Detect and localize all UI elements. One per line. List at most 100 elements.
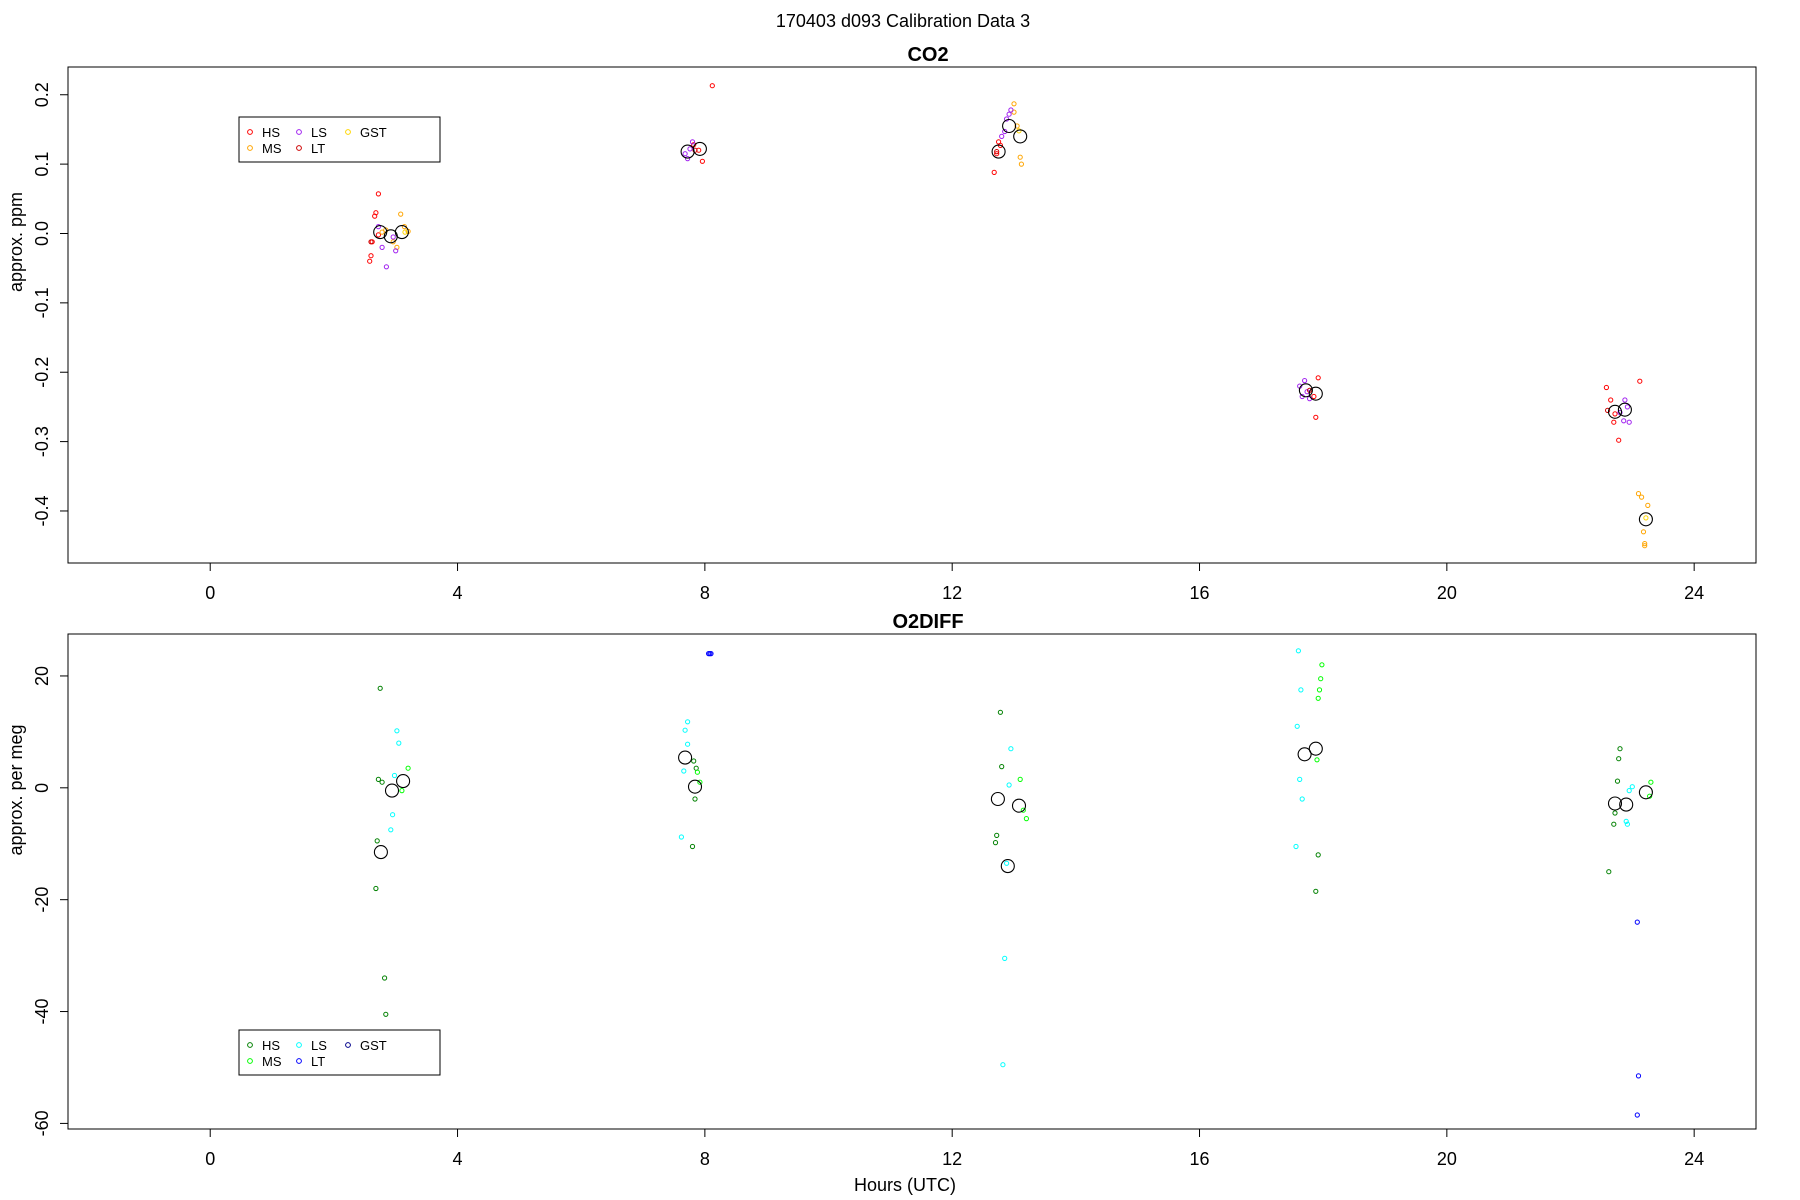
mean-point (1308, 741, 1323, 756)
data-point (1611, 821, 1617, 827)
data-point (401, 224, 407, 230)
series-lt (706, 651, 1642, 1118)
series-mean (373, 741, 1653, 874)
data-point (388, 827, 394, 833)
mean-point (1607, 796, 1623, 811)
data-point (1315, 375, 1321, 381)
legend-box (238, 116, 441, 163)
data-point (1639, 494, 1645, 500)
data-point (1319, 662, 1325, 668)
data-point (396, 740, 402, 746)
data-point (1635, 1073, 1642, 1079)
legend-box (238, 1029, 441, 1076)
data-point (377, 685, 383, 691)
data-point (391, 772, 398, 779)
data-point (405, 765, 411, 771)
data-point (1614, 778, 1621, 784)
data-point (390, 239, 396, 245)
mean-point (1297, 747, 1312, 762)
data-point (1008, 107, 1014, 113)
x-tick-label: 24 (1684, 583, 1704, 603)
legend-marker (296, 1042, 302, 1048)
data-points (373, 648, 1654, 1118)
data-point (1605, 407, 1611, 413)
data-point (685, 719, 691, 725)
data-point (373, 885, 379, 892)
legend-entry-ls: LS (296, 125, 327, 140)
data-point (1635, 491, 1642, 497)
series-gst (402, 128, 1649, 521)
legend-marker (247, 145, 253, 151)
data-point (1603, 384, 1610, 391)
data-point (1637, 378, 1643, 384)
legend-label: MS (262, 141, 282, 156)
data-point (1612, 411, 1618, 417)
data-point (682, 151, 688, 157)
y-tick-label: 0.1 (32, 152, 52, 177)
data-point (997, 709, 1004, 715)
legend-entry-ls: LS (296, 1038, 327, 1053)
data-point (1293, 843, 1299, 850)
data-point (1642, 541, 1648, 547)
data-point (1018, 161, 1025, 167)
data-point (402, 229, 408, 235)
data-point (1314, 757, 1320, 763)
data-point (383, 264, 389, 270)
mean-point (1619, 797, 1634, 812)
data-point (1316, 687, 1323, 693)
mean-point (678, 750, 693, 765)
data-point (390, 234, 396, 240)
mean-point (1617, 402, 1632, 417)
data-point (1313, 888, 1319, 894)
series-lt (368, 147, 1611, 413)
data-point (692, 796, 698, 802)
data-point (1006, 111, 1012, 117)
data-point (709, 83, 715, 89)
legend-marker (296, 145, 302, 151)
data-point (1616, 437, 1622, 443)
data-point (687, 146, 693, 152)
x-tick-label: 20 (1437, 583, 1457, 603)
y-tick-label: -0.4 (32, 495, 52, 526)
data-point (1004, 860, 1010, 866)
y-tick-label: 0.0 (32, 221, 52, 246)
mean-point (1638, 785, 1653, 800)
series-ms (399, 662, 1654, 822)
x-tick-label: 0 (205, 583, 215, 603)
legend-label: LS (311, 1038, 327, 1053)
data-point (697, 779, 703, 785)
mean-point (692, 141, 707, 156)
panel-title: CO2 (907, 44, 948, 66)
axes: 0 4 8 12 16 20 24 -60 -40 -20 0 20 (32, 666, 1704, 1169)
data-point (382, 975, 388, 981)
data-point (999, 133, 1005, 139)
data-point (372, 213, 378, 219)
series-ms (379, 101, 1651, 549)
series-hs (367, 83, 1643, 443)
data-point (1014, 123, 1020, 129)
y-axis-label: approx. ppm (6, 192, 26, 292)
legend-entry-gst: GST (345, 125, 387, 140)
data-point (1315, 695, 1321, 701)
data-point (1011, 101, 1017, 107)
x-tick-label: 0 (205, 1149, 215, 1169)
data-point (374, 838, 380, 844)
data-point (1612, 810, 1618, 816)
data-point (992, 840, 999, 846)
series-hs (373, 685, 1623, 1017)
mean-point (1638, 512, 1653, 527)
y-tick-label: 20 (32, 666, 52, 686)
data-point (1017, 154, 1023, 160)
data-point (398, 211, 404, 217)
data-point (689, 139, 696, 145)
x-tick-label: 16 (1190, 1149, 1210, 1169)
x-tick-label: 20 (1437, 1149, 1457, 1169)
axes: 0 4 8 12 16 20 24 -0.4 -0.3 -0.2 -0.1 0.0 0.1 0.2 (32, 82, 1704, 603)
data-points (367, 83, 1653, 549)
y-tick-label: -0.3 (32, 426, 52, 457)
mean-point (1607, 404, 1623, 419)
legend-label: LT (311, 141, 325, 156)
legend-marker (296, 129, 302, 135)
mean-point (373, 225, 388, 240)
